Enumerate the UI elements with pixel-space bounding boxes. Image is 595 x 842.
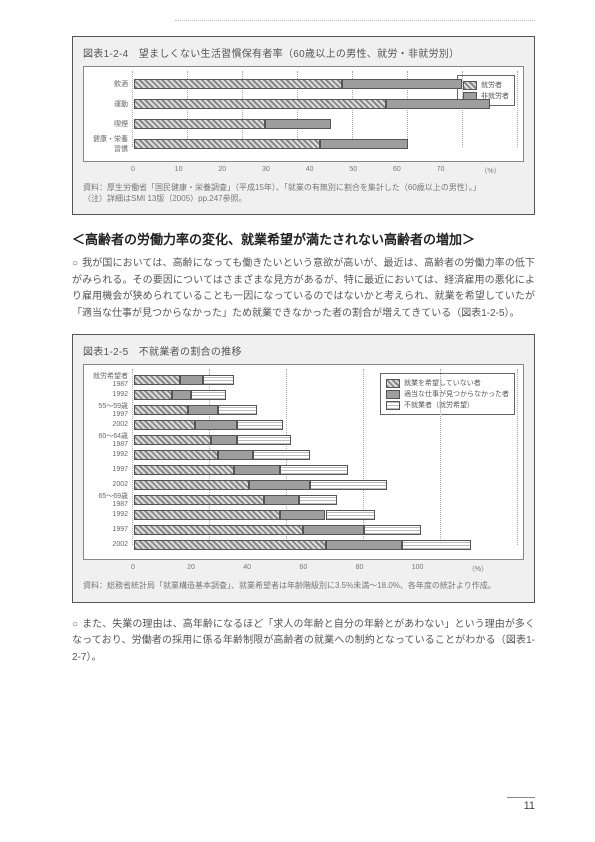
y-axis-label: 飲酒 <box>88 79 128 89</box>
y-axis-label: 1997 <box>88 526 128 533</box>
figure-1-note: 資料：厚生労働省「国民健康・栄養調査」（平成15年）、「就業の有無別に割合を集計… <box>83 182 524 204</box>
paragraph-text: また、失業の理由は、高年齢になるほど「求人の年齢と自分の年齢とがあわない」という… <box>72 619 535 663</box>
bar-segment <box>134 119 265 129</box>
bar-segment <box>172 390 191 400</box>
bar-segment <box>134 435 211 445</box>
y-axis-label: 65〜69歳 1987 <box>88 491 128 508</box>
bar-segment <box>134 540 326 550</box>
y-axis-label: 1997 <box>88 466 128 473</box>
top-rule <box>175 20 535 21</box>
y-axis-label: 2002 <box>88 541 128 548</box>
bullet-circle-icon: ○ <box>72 619 78 630</box>
bar-row: 喫煙 <box>132 115 517 133</box>
section-heading: ＜高齢者の労働力率の変化、就業希望が満たされない高齢者の増加＞ <box>72 229 535 248</box>
y-axis-label: 喫煙 <box>88 119 128 129</box>
bar-row: 1992 <box>132 448 517 461</box>
bar-row: 2002 <box>132 418 517 431</box>
note-line: 資料：厚生労働省「国民健康・栄養調査」（平成15年）、「就業の有無別に割合を集計… <box>83 182 524 193</box>
bar-row: 健康・栄養習慣 <box>132 135 517 153</box>
bar-segment <box>310 480 387 490</box>
bar-segment <box>326 540 403 550</box>
bar-segment <box>195 420 237 430</box>
page-number: 11 <box>507 797 535 812</box>
figure-1-title: 図表1-2-4 望ましくない生活習慣保有者率（60歳以上の男性、就労・非就労別） <box>83 45 524 60</box>
bar-segment <box>134 79 342 89</box>
bar-row: 60〜64歳 1987 <box>132 433 517 446</box>
figure-1-chart: 就労者 非就労者 飲酒運動喫煙健康・栄養習慣 <box>83 66 524 162</box>
bar-segment <box>134 99 386 109</box>
figure-2-note: 資料：総務省統計局「就業構造基本調査」、就業希望者は年齢階級別に3.5%未満〜1… <box>83 580 524 591</box>
bar-segment <box>364 525 421 535</box>
bar-row: 55〜59歳 1997 <box>132 403 517 416</box>
bar-segment <box>237 435 291 445</box>
bar-segment <box>218 405 256 415</box>
bar-segment <box>134 465 234 475</box>
bar-row: 1997 <box>132 523 517 536</box>
bar-row: 65〜69歳 1987 <box>132 493 517 506</box>
y-axis-label: 1992 <box>88 391 128 398</box>
bar-segment <box>402 540 471 550</box>
bar-segment <box>134 375 180 385</box>
bar-segment <box>280 465 349 475</box>
bar-row: 1997 <box>132 463 517 476</box>
y-axis-label: 運動 <box>88 99 128 109</box>
y-axis-label: 2002 <box>88 421 128 428</box>
bar-segment <box>134 495 264 505</box>
bar-segment <box>191 390 225 400</box>
bar-segment <box>134 405 188 415</box>
bar-row: 1992 <box>132 388 517 401</box>
bar-row: 2002 <box>132 478 517 491</box>
figure-2-chart: 就業を希望していない者 適当な仕事が見つからなかった者 不就業者（就労希望） 就… <box>83 364 524 560</box>
bar-segment <box>320 139 408 149</box>
bullet-circle-icon: ○ <box>72 258 78 269</box>
figure-1-2-4: 図表1-2-4 望ましくない生活習慣保有者率（60歳以上の男性、就労・非就労別）… <box>72 36 535 215</box>
x-axis-labels: 010203040506070（%） <box>131 166 524 176</box>
bar-segment <box>303 525 364 535</box>
body-paragraph-2: ○また、失業の理由は、高年齢になるほど「求人の年齢と自分の年齢とがあわない」とい… <box>72 617 535 667</box>
bar-segment <box>264 495 298 505</box>
bar-segment <box>134 510 280 520</box>
paragraph-text: 我が国においては、高齢になっても働きたいという意欲が高いが、最近は、高齢者の労働… <box>72 258 535 319</box>
bar-segment <box>134 139 320 149</box>
bar-segment <box>249 480 310 490</box>
y-axis-label: 1992 <box>88 451 128 458</box>
bar-segment <box>134 450 218 460</box>
bar-segment <box>253 450 310 460</box>
bar-segment <box>280 510 326 520</box>
bar-segment <box>326 510 376 520</box>
bar-segment <box>134 525 303 535</box>
y-axis-label: 健康・栄養習慣 <box>88 134 128 154</box>
bar-segment <box>180 375 203 385</box>
note-line: （注）詳細はSMI 13版（2005）pp.247参照。 <box>83 193 524 204</box>
bar-row: 就労希望者 1987 <box>132 373 517 386</box>
y-axis-label: 55〜59歳 1997 <box>88 401 128 418</box>
y-axis-label: 1992 <box>88 511 128 518</box>
bar-segment <box>265 119 331 129</box>
bar-row: 2002 <box>132 538 517 551</box>
bar-segment <box>218 450 252 460</box>
x-axis-labels: 020406080100（%） <box>131 564 524 574</box>
bar-segment <box>211 435 238 445</box>
bar-segment <box>386 99 490 109</box>
bar-segment <box>134 390 172 400</box>
bar-segment <box>134 420 195 430</box>
bar-segment <box>188 405 219 415</box>
y-axis-label: 2002 <box>88 481 128 488</box>
bar-segment <box>237 420 283 430</box>
bar-segment <box>203 375 234 385</box>
bar-segment <box>134 480 249 490</box>
bar-segment <box>299 495 337 505</box>
bar-row: 1992 <box>132 508 517 521</box>
y-axis-label: 就労希望者 1987 <box>88 371 128 388</box>
bar-segment <box>342 79 462 89</box>
figure-1-2-5: 図表1-2-5 不就業者の割合の推移 就業を希望していない者 適当な仕事が見つか… <box>72 334 535 602</box>
figure-2-title: 図表1-2-5 不就業者の割合の推移 <box>83 343 524 358</box>
body-paragraph-1: ○我が国においては、高齢になっても働きたいという意欲が高いが、最近は、高齢者の労… <box>72 256 535 322</box>
y-axis-label: 60〜64歳 1987 <box>88 431 128 448</box>
bar-segment <box>234 465 280 475</box>
